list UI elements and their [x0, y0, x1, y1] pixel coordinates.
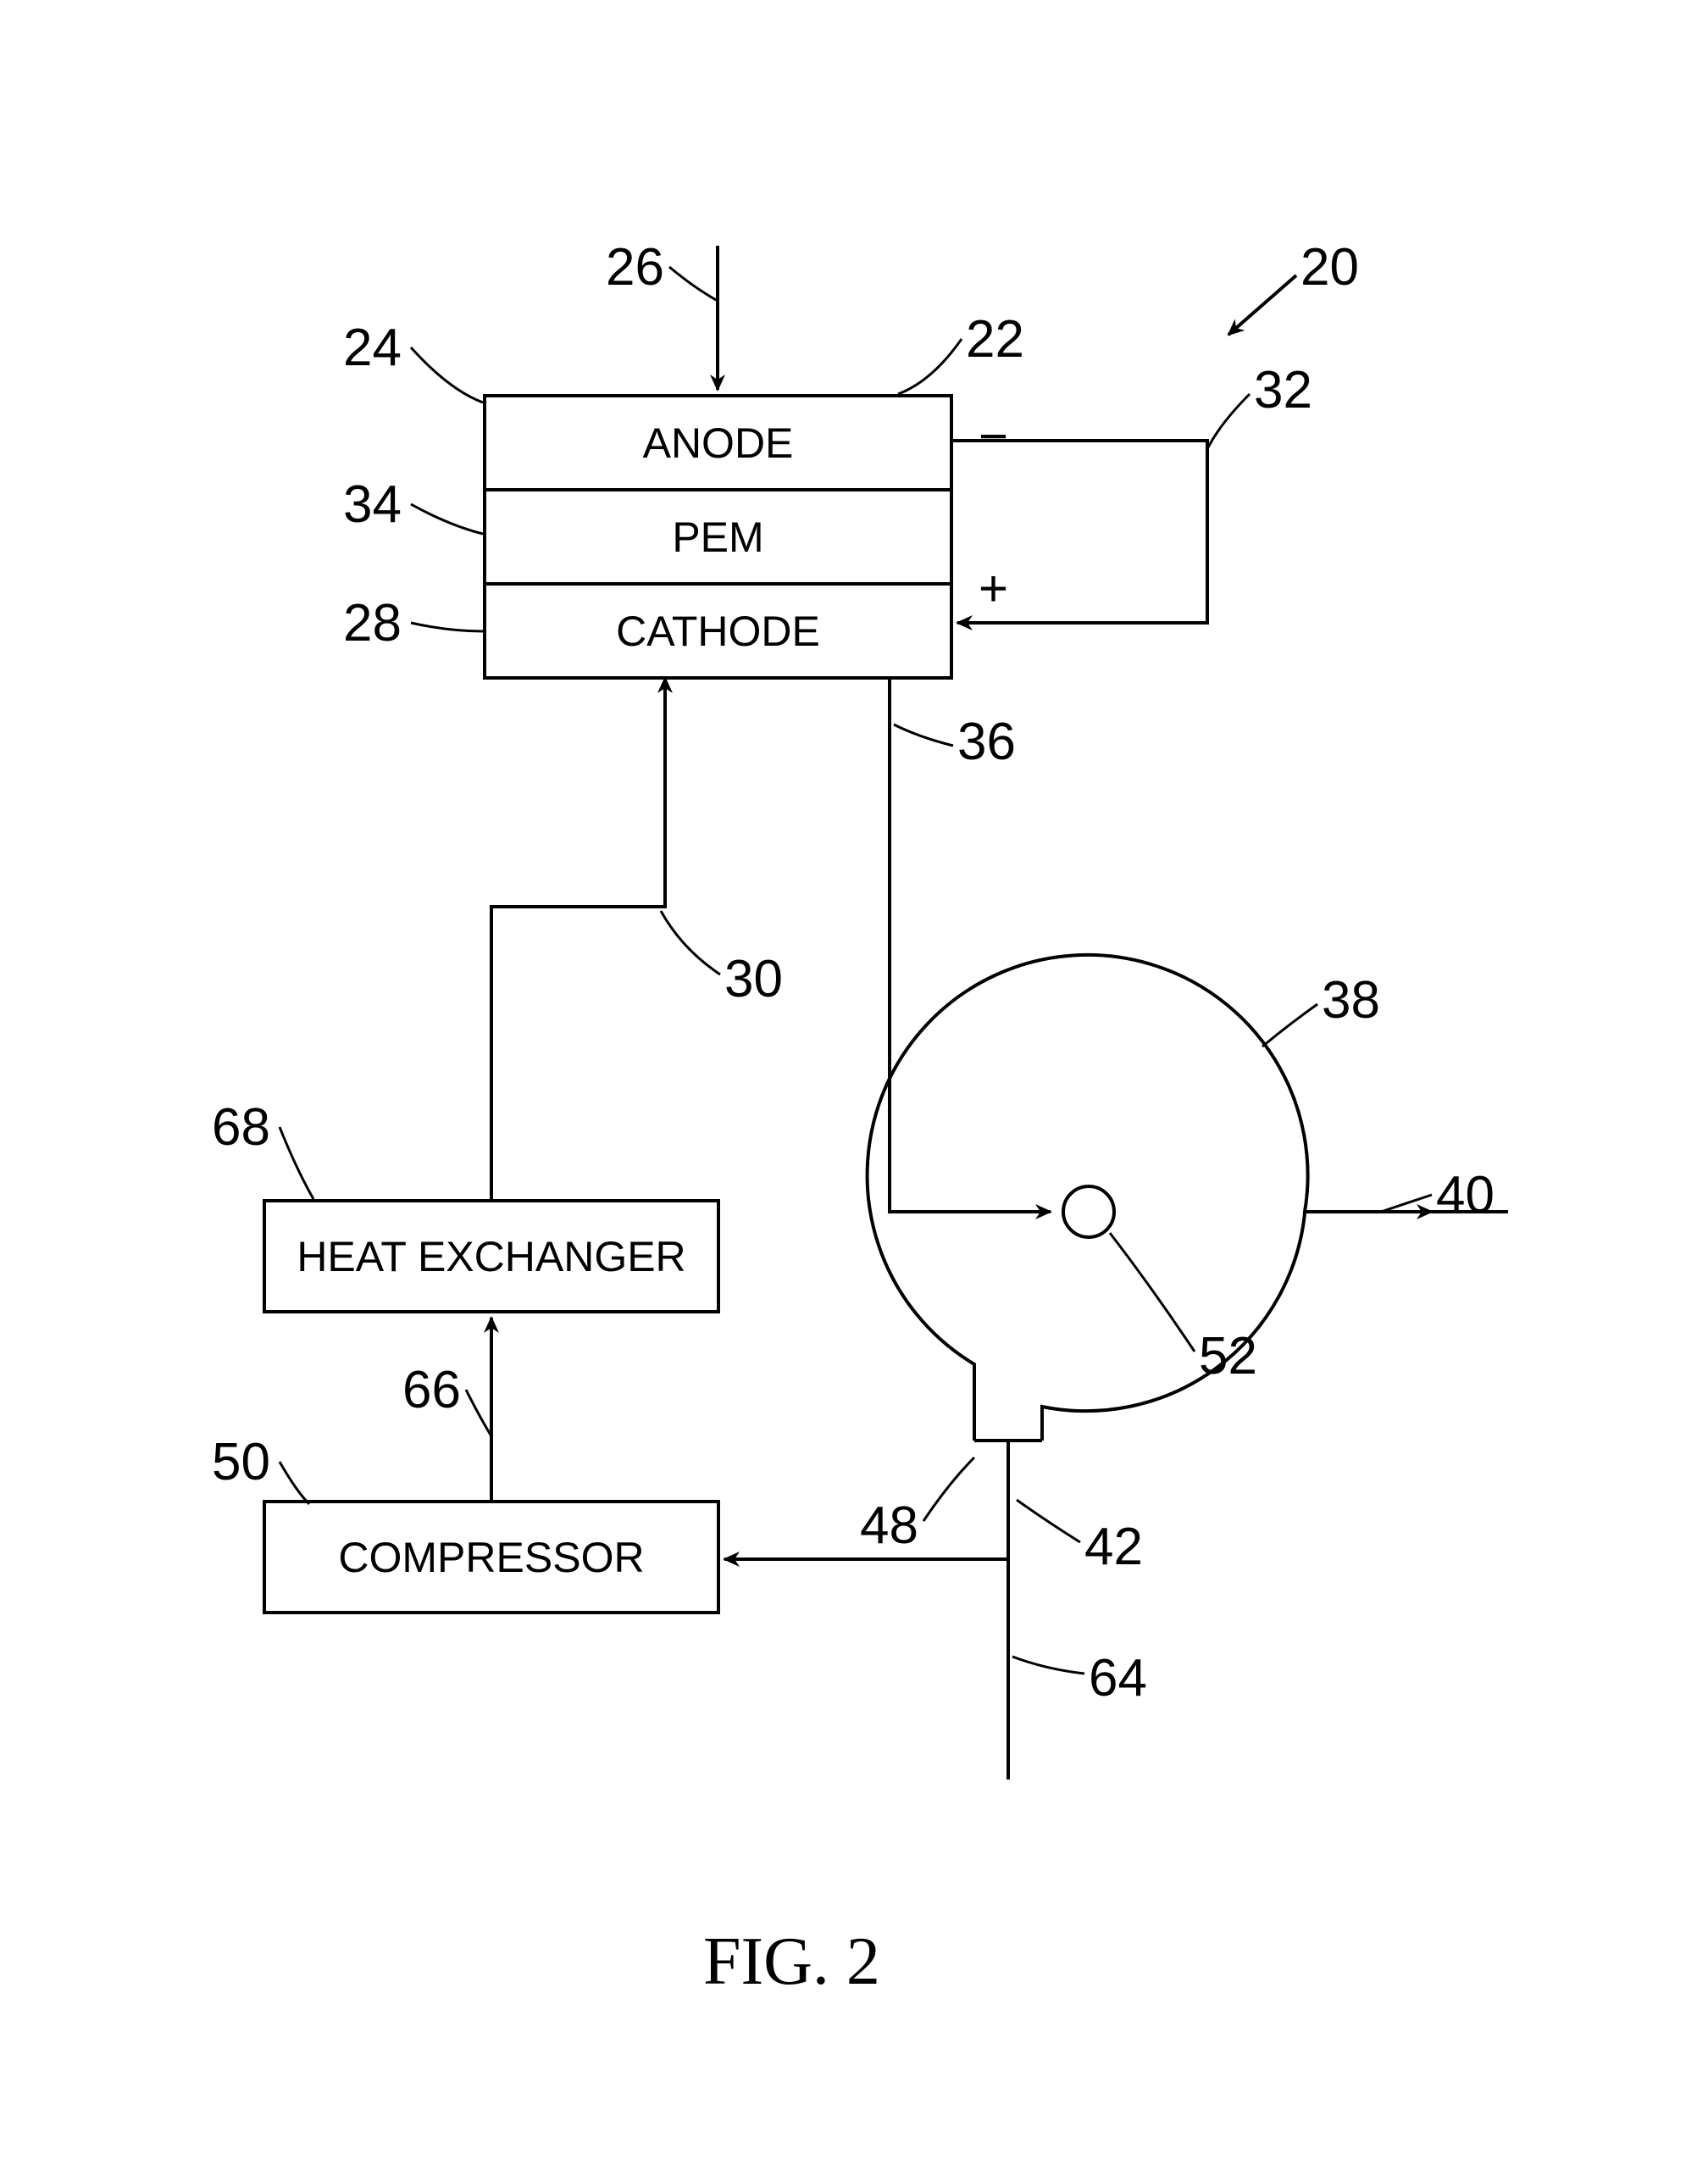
ref-22: 22	[966, 309, 1024, 369]
compressor-text: COMPRESSOR	[338, 1533, 644, 1582]
heat-exchanger-text: HEAT EXCHANGER	[297, 1232, 685, 1281]
figure-caption: FIG. 2	[703, 1924, 880, 2001]
anode-block: ANODE	[483, 394, 953, 491]
ref-50: 50	[212, 1432, 270, 1492]
leader-38	[1262, 1004, 1317, 1047]
minus-sign: −	[979, 407, 1008, 465]
leader-26	[669, 267, 718, 301]
leader-20-arrow	[1228, 275, 1296, 335]
ref-38: 38	[1322, 970, 1380, 1030]
cathode-block: CATHODE	[483, 582, 953, 680]
ref-64: 64	[1089, 1648, 1147, 1708]
leader-40	[1381, 1195, 1432, 1212]
leader-50	[280, 1462, 309, 1504]
diagram-container: ANODE PEM CATHODE HEAT EXCHANGER COMPRES…	[0, 0, 1708, 2182]
ref-30: 30	[724, 949, 783, 1009]
anode-text: ANODE	[643, 419, 794, 468]
cathode-text: CATHODE	[616, 607, 820, 656]
ref-36: 36	[957, 712, 1016, 772]
leader-32	[1207, 394, 1250, 449]
ref-26: 26	[606, 237, 664, 297]
ref-20: 20	[1300, 237, 1359, 297]
leader-22	[898, 339, 962, 394]
leader-42	[1017, 1500, 1080, 1542]
flow-30	[491, 678, 665, 1199]
svg-overlay	[0, 0, 1708, 2182]
ref-48: 48	[860, 1496, 918, 1556]
ref-32: 32	[1254, 360, 1312, 420]
ref-34: 34	[343, 475, 402, 535]
turbine-volute	[868, 955, 1508, 1441]
leader-64	[1012, 1657, 1084, 1674]
leader-24	[411, 347, 483, 403]
ref-66: 66	[402, 1360, 461, 1420]
turbine-hub	[1063, 1186, 1114, 1237]
ref-24: 24	[343, 318, 402, 378]
pem-text: PEM	[672, 513, 763, 562]
pem-block: PEM	[483, 488, 953, 586]
ref-40: 40	[1436, 1165, 1494, 1225]
leader-68	[280, 1127, 313, 1199]
leader-36	[894, 725, 953, 746]
leader-52	[1110, 1233, 1195, 1352]
heat-exchanger-block: HEAT EXCHANGER	[263, 1199, 720, 1313]
ref-68: 68	[212, 1097, 270, 1158]
leader-28	[411, 623, 483, 631]
ref-52: 52	[1199, 1326, 1257, 1386]
ref-42: 42	[1084, 1517, 1143, 1577]
ref-28: 28	[343, 593, 402, 653]
turbine-volute-bottom	[1042, 1213, 1305, 1441]
plus-sign: +	[979, 559, 1008, 618]
leader-30	[661, 911, 720, 974]
leader-34	[411, 504, 483, 534]
leader-48	[923, 1457, 974, 1521]
leader-66	[466, 1390, 491, 1436]
compressor-block: COMPRESSOR	[263, 1500, 720, 1614]
